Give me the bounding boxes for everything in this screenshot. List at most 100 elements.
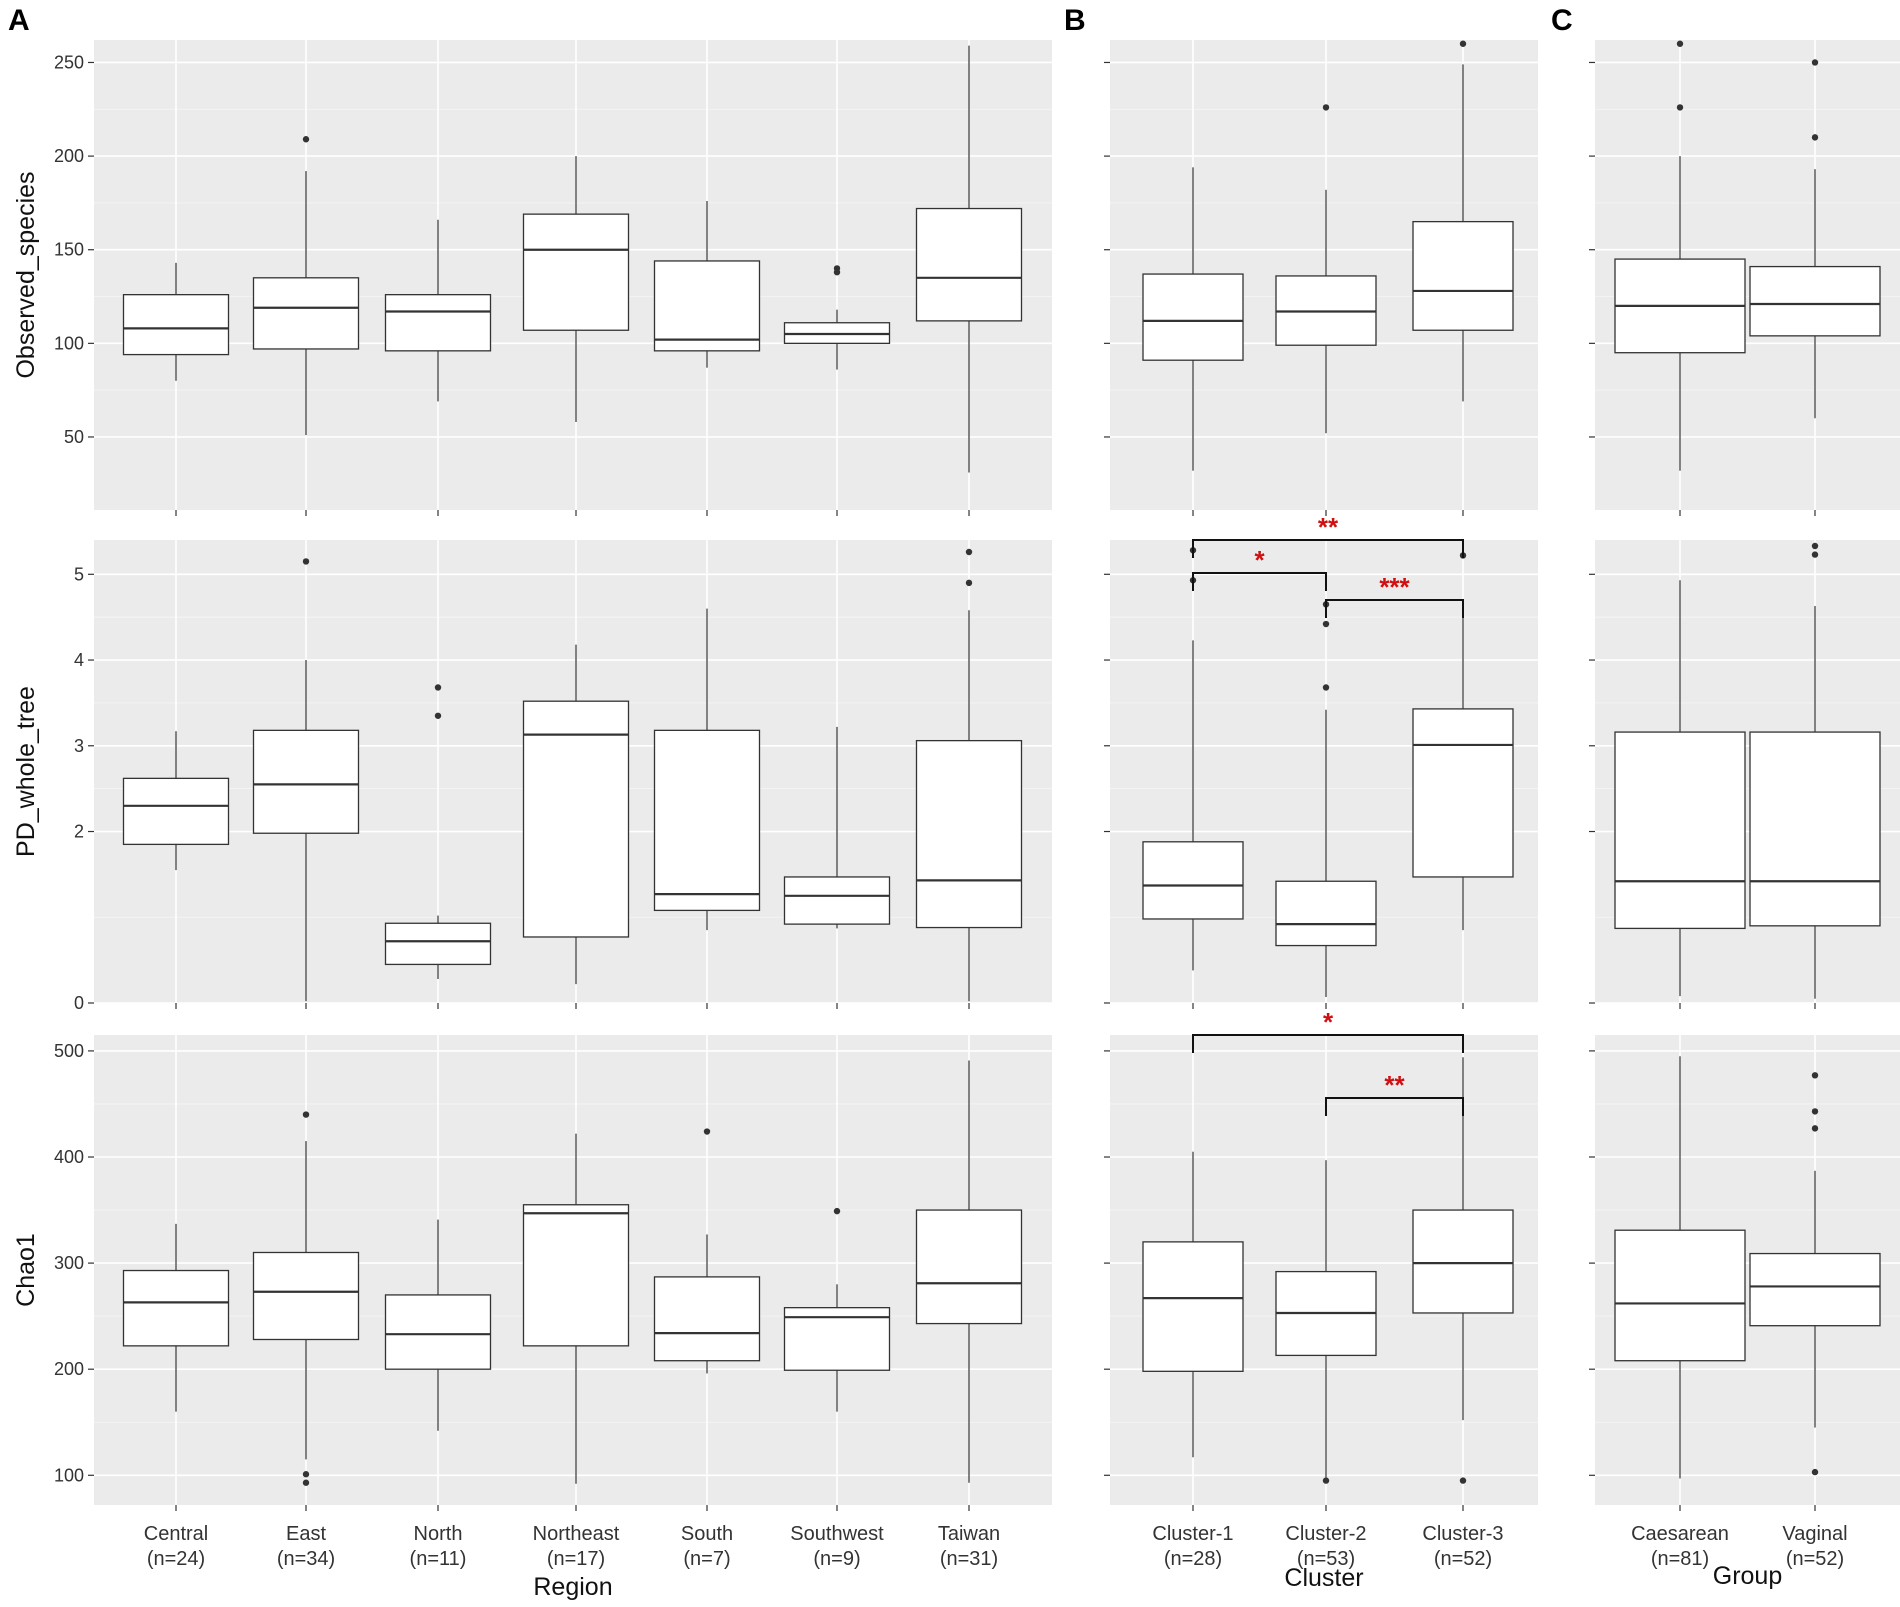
x-category-label-caesarean: Caesarean <box>1631 1523 1729 1545</box>
box-central <box>122 294 230 356</box>
box-cluster-2 <box>1275 880 1377 947</box>
x-category-label-south: South <box>681 1523 733 1545</box>
box-vaginal <box>1749 731 1881 927</box>
x-category-count-northeast: (n=17) <box>547 1548 605 1570</box>
significance-bracket <box>1192 1034 1464 1053</box>
box-taiwan <box>915 739 1023 929</box>
significance-bracket <box>1325 599 1464 618</box>
y-tick-label: 100 <box>54 333 84 353</box>
significance-stars: ** <box>1384 1070 1405 1100</box>
y-tick-label: 4 <box>74 650 84 670</box>
y-tick-label: 100 <box>54 1465 84 1485</box>
outlier-point-south <box>703 1128 711 1135</box>
x-category-label-southwest: Southwest <box>790 1523 884 1545</box>
box-south <box>653 1276 761 1362</box>
outlier-point-east <box>302 1479 310 1486</box>
box-caesarean <box>1614 1229 1746 1362</box>
outlier-point-vaginal <box>1811 1125 1819 1132</box>
panel-letter-c: C <box>1551 4 1573 37</box>
y-tick-label: 0 <box>74 993 84 1013</box>
x-category-label-vaginal: Vaginal <box>1782 1523 1847 1545</box>
y-tick-label: 50 <box>64 427 84 447</box>
outlier-point-taiwan <box>965 548 973 556</box>
y-tick-label: 500 <box>54 1041 84 1061</box>
outlier-point-cluster-2 <box>1322 620 1330 628</box>
outlier-point-cluster-2 <box>1322 684 1330 691</box>
outlier-point-caesarean <box>1676 104 1684 111</box>
outlier-point-north <box>434 684 442 691</box>
x-category-count-central: (n=24) <box>147 1548 205 1570</box>
x-category-count-north: (n=11) <box>410 1548 467 1570</box>
panel-letter-b: B <box>1064 4 1086 37</box>
x-category-label-cluster-3: Cluster-3 <box>1422 1523 1503 1545</box>
significance-stars: * <box>1254 545 1265 575</box>
box-northeast <box>522 700 630 938</box>
box-northeast <box>522 1204 630 1347</box>
y-axis-title-chao1: Chao1 <box>12 1233 40 1307</box>
box-taiwan <box>915 1209 1023 1325</box>
x-category-label-east: East <box>286 1523 326 1545</box>
box-cluster-3 <box>1412 708 1514 878</box>
outlier-point-vaginal <box>1811 551 1819 558</box>
panel-letter-a: A <box>8 4 30 37</box>
significance-bracket <box>1325 1097 1464 1116</box>
outlier-point-vaginal <box>1811 1468 1819 1476</box>
box-northeast <box>522 213 630 331</box>
y-tick-label: 5 <box>74 564 84 584</box>
x-category-label-northeast: Northeast <box>533 1523 620 1545</box>
box-central <box>122 1269 230 1347</box>
box-taiwan <box>915 207 1023 322</box>
x-category-count-cluster-1: (n=28) <box>1164 1548 1222 1570</box>
y-tick-label: 3 <box>74 736 84 756</box>
outlier-point-east <box>302 1111 310 1118</box>
box-cluster-1 <box>1142 273 1244 361</box>
y-tick-label: 200 <box>54 146 84 166</box>
y-tick-label: 250 <box>54 52 84 72</box>
significance-bracket <box>1192 539 1464 558</box>
x-category-count-east: (n=34) <box>277 1548 335 1570</box>
significance-bracket <box>1192 572 1327 591</box>
x-category-count-cluster-2: (n=53) <box>1297 1548 1355 1570</box>
box-north <box>384 294 492 352</box>
outlier-point-vaginal <box>1811 1072 1819 1079</box>
outlier-point-vaginal <box>1811 134 1819 141</box>
x-category-label-north: North <box>414 1523 463 1545</box>
x-category-count-south: (n=7) <box>683 1548 730 1570</box>
box-south <box>653 260 761 352</box>
significance-stars: * <box>1323 1007 1334 1037</box>
box-north <box>384 922 492 966</box>
outlier-point-east <box>302 1471 310 1478</box>
outlier-point-cluster-2 <box>1322 104 1330 111</box>
outlier-point-cluster-3 <box>1459 1477 1467 1484</box>
outlier-point-cluster-3 <box>1459 40 1467 47</box>
x-category-count-vaginal: (n=52) <box>1786 1548 1844 1570</box>
y-tick-label: 2 <box>74 822 84 842</box>
box-cluster-3 <box>1412 1209 1514 1314</box>
box-central <box>122 777 230 846</box>
box-vaginal <box>1749 1252 1881 1327</box>
outlier-point-caesarean <box>1676 40 1684 47</box>
y-axis-title-pd-whole-tree: PD_whole_tree <box>12 686 40 857</box>
box-southwest <box>783 876 891 925</box>
outlier-point-east <box>302 558 310 565</box>
box-caesarean <box>1614 731 1746 930</box>
box-east <box>252 1251 360 1341</box>
box-east <box>252 277 360 350</box>
x-category-count-southwest: (n=9) <box>813 1548 860 1570</box>
box-vaginal <box>1749 265 1881 337</box>
x-category-count-taiwan: (n=31) <box>940 1548 998 1570</box>
significance-stars: *** <box>1379 572 1410 602</box>
outlier-point-vaginal <box>1811 59 1819 66</box>
outlier-point-vaginal <box>1811 542 1819 550</box>
significance-stars: ** <box>1318 512 1339 542</box>
y-tick-label: 200 <box>54 1359 84 1379</box>
y-tick-label: 400 <box>54 1147 84 1167</box>
y-tick-label: 300 <box>54 1253 84 1273</box>
box-cluster-3 <box>1412 220 1514 331</box>
box-north <box>384 1294 492 1370</box>
outlier-point-north <box>434 712 442 719</box>
box-cluster-1 <box>1142 1241 1244 1372</box>
box-south <box>653 729 761 912</box>
x-category-label-central: Central <box>144 1523 208 1545</box>
y-tick-label: 150 <box>54 240 84 260</box>
